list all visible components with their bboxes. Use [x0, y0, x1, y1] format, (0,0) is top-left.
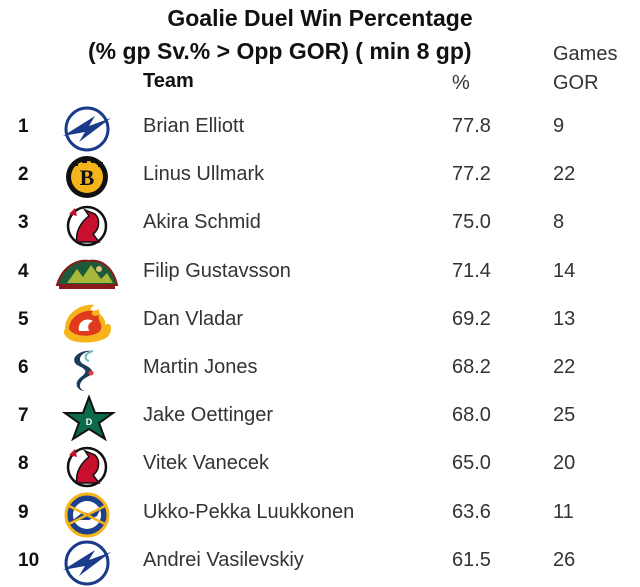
goalie-name: Martin Jones	[143, 356, 258, 378]
goalie-name: Linus Ullmark	[143, 163, 265, 186]
games-gor: 25	[553, 404, 576, 427]
games-gor: 8	[553, 211, 565, 234]
win-percentage: 77.8	[452, 115, 491, 137]
table-row: 5 Dan Vladar 69.2 13	[0, 298, 640, 346]
goalie-name: Jake Oettinger	[143, 404, 274, 427]
goalie-name: Filip Gustavsson	[143, 259, 291, 282]
table-row: 3 Akira Schmid 75.0 8	[0, 201, 640, 249]
games-gor: 22	[553, 356, 576, 378]
goalie-name: Vitek Vanecek	[143, 452, 270, 475]
games-gor: 14	[553, 259, 576, 282]
table-row: 6 Martin Jones 68.2 22	[0, 346, 640, 394]
table-row: 8 Vitek Vanecek 65.0 20	[0, 442, 640, 490]
rank-number: 1	[18, 116, 29, 137]
win-percentage: 61.5	[452, 548, 491, 571]
goalie-name: Dan Vladar	[143, 307, 244, 330]
lightning-logo-icon	[55, 106, 119, 152]
games-gor: 22	[553, 163, 576, 186]
table-row: 9 Ukko-Pekka Luukkonen 63.6 11	[0, 491, 640, 539]
stars-logo-icon	[55, 395, 119, 441]
devils-logo-icon	[55, 443, 119, 489]
goalie-name: Andrei Vasilevskiy	[143, 548, 304, 571]
goalie-name: Ukko-Pekka Luukkonen	[143, 500, 355, 523]
rank-number: 9	[18, 501, 29, 523]
devils-logo-icon	[55, 202, 119, 248]
header-games: Games	[553, 43, 618, 65]
rank-number: 4	[18, 260, 29, 282]
rank-number: 2	[18, 164, 29, 186]
wild-logo-icon	[55, 251, 119, 297]
win-percentage: 77.2	[452, 163, 491, 186]
win-percentage: 75.0	[452, 211, 491, 234]
games-gor: 11	[553, 500, 574, 523]
win-percentage: 68.0	[452, 404, 491, 427]
header-pct: %	[452, 72, 470, 94]
header-team: Team	[143, 70, 194, 92]
sabres-logo-icon	[55, 492, 119, 538]
rank-number: 5	[18, 308, 29, 330]
chart-title: Goalie Duel Win Percentage	[167, 5, 473, 31]
games-gor: 9	[553, 115, 565, 137]
chart-subtitle: (% gp Sv.% > Opp GOR) ( min 8 gp)	[88, 38, 472, 64]
table-row: 2 Linus Ullmark 77.2 22	[0, 153, 640, 201]
games-gor: 13	[553, 307, 576, 330]
rank-number: 10	[18, 549, 40, 571]
table-row: 10 Andrei Vasilevskiy 61.5 26	[0, 539, 640, 587]
header-gor: GOR	[553, 72, 599, 94]
win-percentage: 63.6	[452, 500, 491, 523]
rank-number: 3	[18, 212, 29, 234]
win-percentage: 71.4	[452, 259, 491, 282]
rank-number: 6	[18, 357, 29, 378]
table-row: 7 Jake Oettinger 68.0 25	[0, 394, 640, 442]
goalie-name: Akira Schmid	[143, 211, 261, 234]
goalie-name: Brian Elliott	[143, 115, 245, 137]
flames-logo-icon	[55, 299, 119, 345]
lightning-logo-icon	[55, 540, 119, 586]
rank-number: 7	[18, 405, 29, 427]
win-percentage: 69.2	[452, 307, 491, 330]
table-row: 4 Filip Gustavsson 71.4 14	[0, 250, 640, 298]
win-percentage: 65.0	[452, 452, 491, 475]
table-row: 1 Brian Elliott 77.8 9	[0, 105, 640, 153]
bruins-logo-icon	[55, 154, 119, 200]
kraken-logo-icon	[55, 347, 119, 393]
games-gor: 20	[553, 452, 576, 475]
win-percentage: 68.2	[452, 356, 491, 378]
rank-number: 8	[18, 453, 29, 475]
games-gor: 26	[553, 548, 576, 571]
